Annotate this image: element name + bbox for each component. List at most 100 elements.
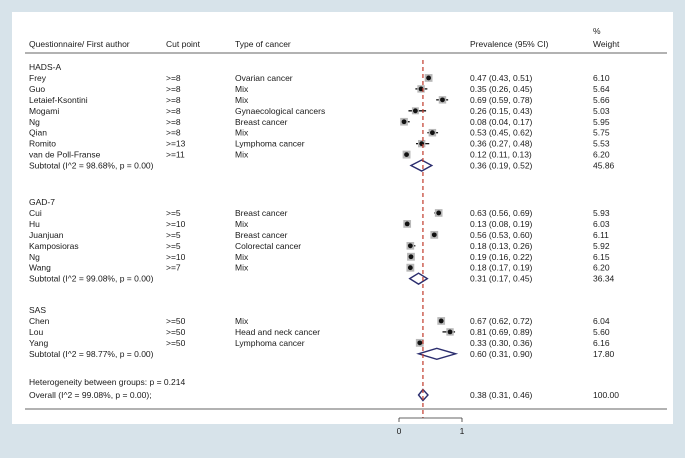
study-weight: 5.64 xyxy=(593,84,610,94)
group-label: SAS xyxy=(29,305,46,315)
study-point xyxy=(438,318,444,324)
study-prevalence: 0.56 (0.53, 0.60) xyxy=(470,230,533,240)
study-cut-point: >=50 xyxy=(166,316,186,326)
subtotal-label: Subtotal (I^2 = 98.68%, p = 0.00) xyxy=(29,161,154,171)
x-tick-label: 1 xyxy=(460,426,465,436)
study-cancer-type: Colorectal cancer xyxy=(235,241,301,251)
study-weight: 6.03 xyxy=(593,219,610,229)
plot-panel xyxy=(12,12,673,424)
study-author: Yang xyxy=(29,338,48,348)
study-weight: 6.04 xyxy=(593,316,610,326)
study-cut-point: >=8 xyxy=(166,95,181,105)
study-cancer-type: Breast cancer xyxy=(235,117,288,127)
study-weight: 5.60 xyxy=(593,327,610,337)
study-prevalence: 0.18 (0.17, 0.19) xyxy=(470,263,533,273)
study-author: Qian xyxy=(29,128,47,138)
study-prevalence: 0.26 (0.15, 0.43) xyxy=(470,106,533,116)
study-point xyxy=(440,97,445,103)
study-prevalence: 0.12 (0.11, 0.13) xyxy=(470,150,532,160)
study-author: Frey xyxy=(29,73,47,83)
study-prevalence: 0.67 (0.62, 0.72) xyxy=(470,316,533,326)
study-cut-point: >=8 xyxy=(166,84,181,94)
study-point xyxy=(404,221,410,227)
study-point xyxy=(431,232,437,238)
overall-prevalence: 0.38 (0.31, 0.46) xyxy=(470,390,533,400)
overall-diamond xyxy=(417,388,429,402)
study-cancer-type: Mix xyxy=(235,219,249,229)
study-cut-point: >=8 xyxy=(166,73,181,83)
study-cancer-type: Mix xyxy=(235,128,249,138)
study-cut-point: >=11 xyxy=(166,150,185,160)
study-cut-point: >=5 xyxy=(166,208,181,218)
study-cancer-type: Breast cancer xyxy=(235,230,288,240)
study-point xyxy=(407,265,413,271)
study-cut-point: >=50 xyxy=(166,338,186,348)
subtotal-diamond xyxy=(409,159,434,172)
study-cut-point: >=8 xyxy=(166,117,181,127)
study-cancer-type: Lymphoma cancer xyxy=(235,139,305,149)
study-prevalence: 0.53 (0.45, 0.62) xyxy=(470,128,533,138)
study-weight: 5.92 xyxy=(593,241,610,251)
header-weight: Weight xyxy=(593,39,620,49)
study-point xyxy=(417,340,423,346)
study-point xyxy=(426,75,432,81)
heterogeneity-note: Heterogeneity between groups: p = 0.214 xyxy=(29,377,185,387)
study-cut-point: >=10 xyxy=(166,219,186,229)
subtotal-label: Subtotal (I^2 = 99.08%, p = 0.00) xyxy=(29,274,154,284)
study-point xyxy=(447,329,453,335)
subtotal-prevalence: 0.31 (0.17, 0.45) xyxy=(470,274,533,284)
study-point xyxy=(401,119,407,125)
study-author: Juanjuan xyxy=(29,230,64,240)
study-point xyxy=(436,210,442,216)
study-author: Lou xyxy=(29,327,43,337)
study-author: Romito xyxy=(29,139,56,149)
study-weight: 5.03 xyxy=(593,106,610,116)
study-cut-point: >=8 xyxy=(166,128,181,138)
study-weight: 5.66 xyxy=(593,95,610,105)
study-weight: 6.10 xyxy=(593,73,610,83)
subtotal-prevalence: 0.36 (0.19, 0.52) xyxy=(470,161,533,171)
study-author: Guo xyxy=(29,84,45,94)
header-cancer-type: Type of cancer xyxy=(235,39,291,49)
study-cut-point: >=8 xyxy=(166,106,181,116)
study-weight: 5.95 xyxy=(593,117,610,127)
study-point xyxy=(408,254,414,260)
study-cancer-type: Head and neck cancer xyxy=(235,327,320,337)
study-point xyxy=(412,108,418,114)
group-label: HADS-A xyxy=(29,62,61,72)
study-author: Cui xyxy=(29,208,42,218)
subtotal-weight: 45.86 xyxy=(593,161,615,171)
header-author: Questionnaire/ First author xyxy=(29,39,130,49)
study-author: Mogami xyxy=(29,106,59,116)
header-weight-percent: % xyxy=(593,26,601,36)
study-author: Letaief-Ksontini xyxy=(29,95,88,105)
study-author: Ng xyxy=(29,117,40,127)
study-point xyxy=(429,130,435,136)
x-tick-label: 0 xyxy=(397,426,402,436)
study-point xyxy=(404,152,409,158)
overall-weight: 100.00 xyxy=(593,390,619,400)
study-prevalence: 0.36 (0.27, 0.48) xyxy=(470,139,533,149)
study-cancer-type: Breast cancer xyxy=(235,208,288,218)
study-prevalence: 0.19 (0.16, 0.22) xyxy=(470,252,533,262)
study-prevalence: 0.35 (0.26, 0.45) xyxy=(470,84,533,94)
study-cancer-type: Mix xyxy=(235,252,249,262)
study-cut-point: >=10 xyxy=(166,252,186,262)
study-weight: 6.15 xyxy=(593,252,610,262)
study-weight: 6.20 xyxy=(593,150,610,160)
study-prevalence: 0.47 (0.43, 0.51) xyxy=(470,73,533,83)
study-cancer-type: Ovarian cancer xyxy=(235,73,293,83)
study-cut-point: >=5 xyxy=(166,230,181,240)
study-point xyxy=(407,243,413,249)
study-weight: 5.93 xyxy=(593,208,610,218)
study-author: Ng xyxy=(29,252,40,262)
subtotal-diamond xyxy=(408,272,429,285)
study-author: van de Poll-Franse xyxy=(29,150,101,160)
study-cancer-type: Gynaecological cancers xyxy=(235,106,325,116)
study-author: Hu xyxy=(29,219,40,229)
study-author: Kamposioras xyxy=(29,241,79,251)
subtotal-weight: 36.34 xyxy=(593,274,615,284)
study-point xyxy=(418,86,424,92)
study-prevalence: 0.18 (0.13, 0.26) xyxy=(470,241,533,251)
